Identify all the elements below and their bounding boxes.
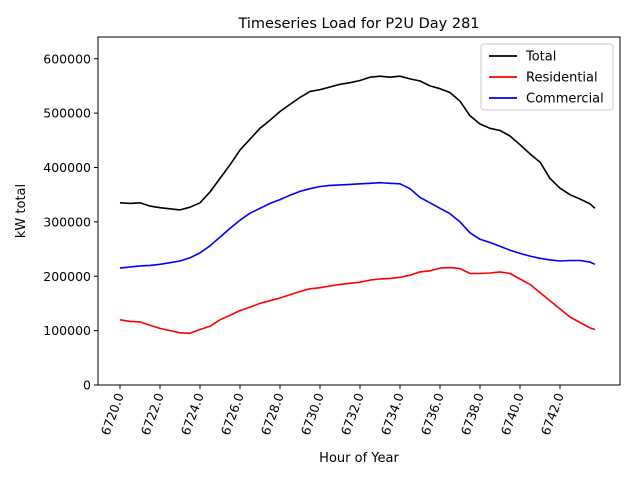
y-tick-label: 100000	[43, 323, 91, 338]
plot-frame	[97, 36, 621, 386]
x-tick-label: 6738.0	[458, 391, 487, 437]
y-axis: 0 100000 200000 300000 400000 500000 600000	[43, 51, 98, 393]
y-tick-label: 0	[83, 378, 91, 393]
x-tick-label: 6724.0	[178, 391, 207, 437]
legend: Total Residential Commercial	[480, 43, 614, 111]
series-line-total	[119, 75, 596, 211]
x-tick-label: 6740.0	[498, 391, 527, 437]
x-tick-label: 6720.0	[98, 391, 127, 437]
y-tick-label: 400000	[43, 160, 91, 175]
x-tick-label: 6742.0	[538, 391, 567, 437]
x-tick-label: 6722.0	[138, 391, 167, 437]
legend-label-total: Total	[525, 50, 556, 65]
legend-box	[480, 43, 614, 111]
x-axis-title: Hour of Year	[319, 451, 399, 466]
chart-title: Timeseries Load for P2U Day 281	[237, 16, 479, 32]
x-tick-label: 6734.0	[378, 391, 407, 437]
legend-label-commercial: Commercial	[526, 92, 604, 107]
y-tick-label: 200000	[43, 269, 91, 284]
x-tick-label: 6728.0	[258, 391, 287, 437]
plot-lines	[119, 75, 596, 335]
x-tick-label: 6732.0	[338, 391, 367, 437]
y-tick-label: 300000	[43, 214, 91, 229]
legend-label-residential: Residential	[526, 71, 598, 86]
series-line-residential	[119, 266, 596, 335]
x-tick-label: 6726.0	[218, 391, 247, 437]
series-line-commercial	[119, 181, 596, 269]
y-tick-label: 600000	[43, 51, 91, 66]
y-axis-title: kW total	[14, 184, 29, 238]
x-axis: 6720.0 6722.0 6724.0 6726.0 6728.0 6730.0 6732…	[98, 385, 567, 437]
x-tick-label: 6730.0	[298, 391, 327, 437]
x-tick-label: 6736.0	[418, 391, 447, 437]
y-tick-label: 500000	[43, 106, 91, 121]
